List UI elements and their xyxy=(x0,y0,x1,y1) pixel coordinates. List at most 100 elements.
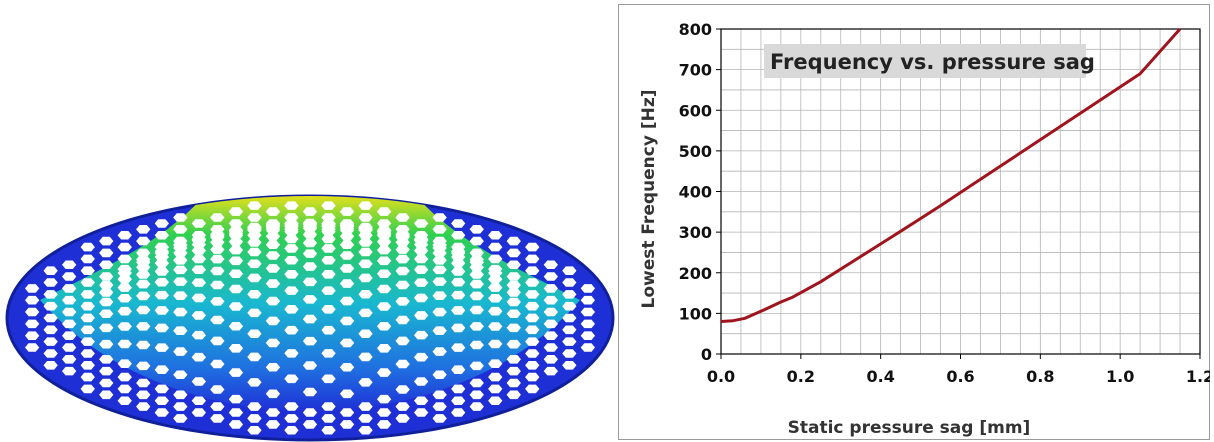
hexagon-hole xyxy=(117,231,132,240)
hexagon-hole xyxy=(506,378,521,388)
hexagon-hole xyxy=(543,284,558,293)
hexagon-hole xyxy=(339,279,355,288)
hexagon-hole xyxy=(154,384,169,394)
hexagon-hole xyxy=(80,337,95,346)
hexagon-hole xyxy=(43,301,58,311)
hexagon-hole xyxy=(154,267,169,276)
hexagon-hole xyxy=(451,396,466,405)
hexagon-hole xyxy=(228,394,244,404)
hexagon-hole xyxy=(377,219,392,228)
hexagon-hole xyxy=(543,366,558,376)
hexagon-hole xyxy=(191,311,206,320)
hexagon-hole xyxy=(562,290,577,299)
hexagon-hole xyxy=(210,414,225,423)
hexagon-hole xyxy=(488,322,503,331)
hexagon-hole xyxy=(173,225,188,234)
hexagon-hole xyxy=(154,396,169,405)
hexagon-hole xyxy=(210,254,225,264)
hexagon-hole xyxy=(395,245,410,254)
hexagon-hole xyxy=(525,372,540,382)
hexagon-hole xyxy=(191,278,206,287)
hexagon-hole xyxy=(173,256,188,265)
hexagon-hole xyxy=(62,307,77,317)
hexagon-hole xyxy=(210,402,225,411)
hexagon-hole xyxy=(210,336,225,346)
hexagon-hole xyxy=(580,307,595,317)
hexagon-hole xyxy=(302,361,318,370)
hexagon-hole xyxy=(80,278,95,287)
hexagon-hole xyxy=(377,237,392,246)
hexagon-hole xyxy=(543,343,558,352)
hexagon-hole xyxy=(247,247,262,257)
hexagon-hole xyxy=(154,290,169,300)
y-tick-label: 200 xyxy=(679,264,712,283)
hexagon-hole xyxy=(432,256,447,265)
hexagon-hole xyxy=(99,272,114,281)
y-axis-ticks: 0 100 200 300 400 500 600 700 800 xyxy=(679,20,721,364)
hexagon-hole xyxy=(99,390,114,400)
x-tick-label: 0.2 xyxy=(787,367,815,386)
hexagon-hole xyxy=(395,213,410,222)
hexagon-hole xyxy=(25,295,40,305)
hexagon-hole xyxy=(62,260,77,269)
hexagon-hole xyxy=(358,247,373,257)
x-axis-ticks: 0.0 0.2 0.4 0.6 0.8 1.0 1.2 xyxy=(707,354,1210,386)
hexagon-hole xyxy=(136,378,151,388)
x-tick-label: 0.4 xyxy=(866,367,894,386)
hexagon-hole xyxy=(451,408,466,417)
hexagon-hole xyxy=(191,408,206,417)
hexagon-hole xyxy=(339,264,355,273)
hexagon-hole xyxy=(210,280,225,290)
hexagon-hole xyxy=(25,331,40,340)
hexagon-hole xyxy=(469,322,484,331)
hexagon-hole xyxy=(99,297,114,307)
hexagon-hole xyxy=(154,323,169,333)
hexagon-hole xyxy=(469,270,484,279)
hexagon-hole xyxy=(525,325,540,335)
hexagon-hole xyxy=(432,213,447,222)
hexagon-hole xyxy=(469,340,484,350)
hexagon-hole xyxy=(99,236,114,246)
hexagon-hole xyxy=(173,347,188,356)
hexagon-hole xyxy=(228,302,244,311)
hexagon-hole xyxy=(136,263,151,272)
hexagon-hole xyxy=(469,390,484,400)
hexagon-hole xyxy=(117,283,132,292)
y-axis-label: Lowest Frequency [Hz] xyxy=(639,90,659,309)
hexagon-hole xyxy=(543,355,558,364)
hexagon-hole xyxy=(488,294,503,303)
hexagon-hole xyxy=(339,420,355,429)
hexagon-hole xyxy=(432,414,447,423)
hexagon-hole xyxy=(265,296,281,306)
hexagon-hole xyxy=(136,402,151,411)
hexagon-hole xyxy=(580,284,595,293)
y-tick-label: 700 xyxy=(679,61,712,80)
hexagon-hole xyxy=(191,293,206,303)
hexagon-hole xyxy=(173,370,188,379)
hexagon-hole xyxy=(43,313,58,323)
hexagon-hole xyxy=(247,201,262,210)
hexagon-hole xyxy=(414,408,429,417)
hexagon-hole xyxy=(451,290,466,300)
hexagon-hole xyxy=(228,368,244,377)
hexagon-hole xyxy=(358,259,373,269)
hexagon-hole xyxy=(191,377,206,386)
hexagon-hole xyxy=(154,365,169,374)
hexagon-hole xyxy=(432,402,447,411)
hexagon-hole xyxy=(358,426,373,435)
hexagon-hole xyxy=(377,344,392,353)
hexagon-hole xyxy=(506,366,521,376)
hexagon-hole xyxy=(488,384,503,394)
hexagon-hole xyxy=(302,277,318,287)
hexagon-hole xyxy=(302,238,318,248)
hexagon-hole xyxy=(377,302,392,311)
hexagon-hole xyxy=(321,325,336,335)
hexagon-hole xyxy=(173,277,188,286)
hexagon-hole xyxy=(525,266,540,275)
hexagon-hole xyxy=(25,319,40,329)
hexagon-hole xyxy=(43,290,58,299)
hexagon-hole xyxy=(136,225,151,234)
hexagon-hole xyxy=(414,254,429,264)
hexagon-hole xyxy=(469,291,484,301)
